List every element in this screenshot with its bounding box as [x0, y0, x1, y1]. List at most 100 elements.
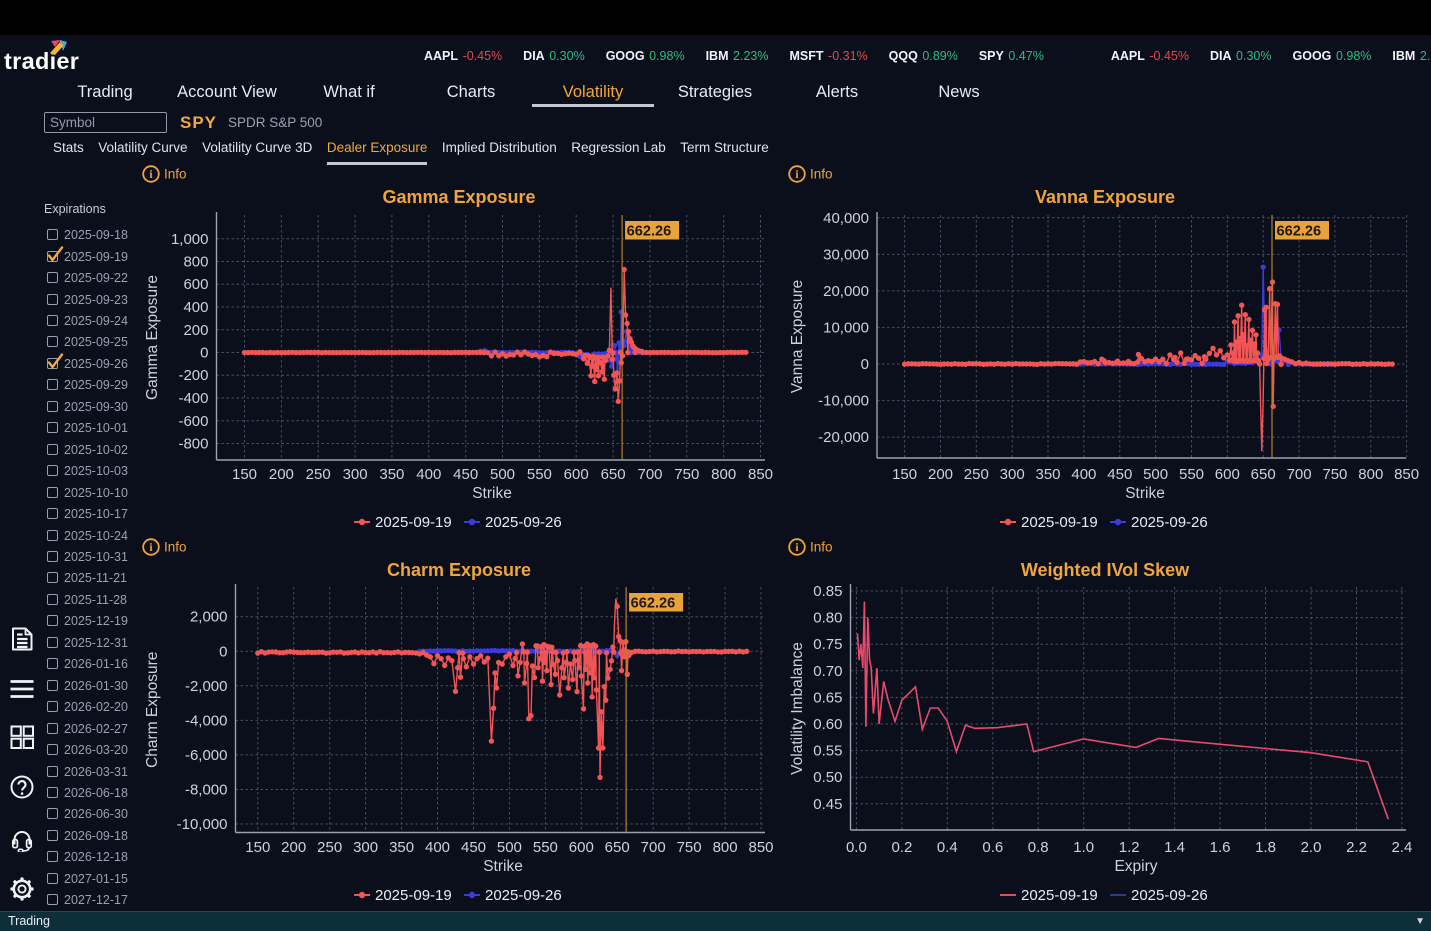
svg-text:750: 750 [1322, 466, 1347, 483]
svg-text:Strike: Strike [483, 858, 523, 875]
svg-text:-600: -600 [178, 413, 208, 430]
svg-text:0.55: 0.55 [813, 743, 842, 760]
svg-text:400: 400 [1071, 466, 1096, 483]
svg-text:0.0: 0.0 [846, 839, 867, 856]
svg-text:700: 700 [637, 466, 662, 483]
svg-text:150: 150 [245, 839, 270, 856]
svg-text:Charm Exposure: Charm Exposure [387, 560, 531, 580]
svg-text:350: 350 [379, 466, 404, 483]
svg-text:Strike: Strike [472, 485, 512, 502]
svg-text:-4,000: -4,000 [185, 712, 228, 729]
svg-text:0: 0 [861, 356, 869, 373]
svg-text:i: i [795, 169, 799, 181]
svg-text:800: 800 [711, 466, 736, 483]
svg-text:800: 800 [183, 254, 208, 271]
svg-text:2,000: 2,000 [190, 609, 228, 626]
svg-text:-400: -400 [178, 390, 208, 407]
svg-text:0: 0 [219, 643, 227, 660]
svg-text:800: 800 [1358, 466, 1383, 483]
svg-text:Expiry: Expiry [1114, 858, 1157, 875]
svg-text:1.4: 1.4 [1164, 839, 1185, 856]
svg-text:200: 200 [183, 322, 208, 339]
svg-text:0.80: 0.80 [813, 610, 842, 627]
svg-text:0.6: 0.6 [982, 839, 1003, 856]
svg-text:Weighted IVol Skew: Weighted IVol Skew [1021, 560, 1190, 580]
svg-text:-800: -800 [178, 436, 208, 453]
svg-text:0.60: 0.60 [813, 716, 842, 733]
svg-text:0.70: 0.70 [813, 663, 842, 680]
svg-text:850: 850 [748, 466, 773, 483]
svg-text:250: 250 [306, 466, 331, 483]
svg-text:2025-09-19: 2025-09-19 [375, 887, 452, 904]
svg-text:20,000: 20,000 [823, 283, 869, 300]
svg-text:450: 450 [461, 839, 486, 856]
svg-text:300: 300 [1000, 466, 1025, 483]
svg-text:850: 850 [1394, 466, 1419, 483]
svg-text:650: 650 [1251, 466, 1276, 483]
svg-text:200: 200 [928, 466, 953, 483]
svg-text:600: 600 [564, 466, 589, 483]
svg-text:0.85: 0.85 [813, 583, 842, 600]
svg-text:800: 800 [713, 839, 738, 856]
svg-text:Info: Info [164, 167, 187, 182]
svg-text:500: 500 [497, 839, 522, 856]
svg-text:662.26: 662.26 [627, 223, 672, 239]
svg-text:Volatility Imbalance: Volatility Imbalance [789, 642, 806, 775]
svg-text:Vanna Exposure: Vanna Exposure [1035, 187, 1175, 207]
svg-text:Gamma Exposure: Gamma Exposure [382, 187, 535, 207]
svg-text:-200: -200 [178, 367, 208, 384]
svg-text:250: 250 [964, 466, 989, 483]
svg-text:350: 350 [389, 839, 414, 856]
svg-text:300: 300 [343, 466, 368, 483]
svg-text:0.45: 0.45 [813, 796, 842, 813]
svg-text:450: 450 [453, 466, 478, 483]
svg-text:850: 850 [748, 839, 773, 856]
svg-text:Charm Exposure: Charm Exposure [144, 652, 161, 768]
svg-text:600: 600 [569, 839, 594, 856]
svg-text:Strike: Strike [1125, 485, 1165, 502]
svg-text:0: 0 [200, 345, 208, 362]
svg-text:2025-09-26: 2025-09-26 [485, 887, 562, 904]
svg-text:750: 750 [674, 466, 699, 483]
svg-text:Info: Info [810, 540, 833, 555]
svg-text:600: 600 [183, 276, 208, 293]
svg-text:-8,000: -8,000 [185, 782, 228, 799]
svg-text:2025-09-19: 2025-09-19 [1021, 514, 1098, 531]
svg-text:400: 400 [425, 839, 450, 856]
svg-text:0.50: 0.50 [813, 769, 842, 786]
svg-text:2.2: 2.2 [1346, 839, 1367, 856]
svg-text:i: i [795, 542, 799, 554]
svg-text:550: 550 [533, 839, 558, 856]
svg-text:200: 200 [281, 839, 306, 856]
svg-text:400: 400 [183, 299, 208, 316]
svg-text:2025-09-26: 2025-09-26 [1131, 887, 1208, 904]
svg-text:-2,000: -2,000 [185, 678, 228, 695]
svg-text:-6,000: -6,000 [185, 747, 228, 764]
svg-text:30,000: 30,000 [823, 246, 869, 263]
svg-text:0.8: 0.8 [1028, 839, 1049, 856]
svg-text:2025-09-26: 2025-09-26 [485, 514, 562, 531]
svg-text:500: 500 [490, 466, 515, 483]
svg-text:1.0: 1.0 [1073, 839, 1094, 856]
svg-text:-20,000: -20,000 [818, 429, 869, 446]
svg-text:Info: Info [810, 167, 833, 182]
svg-text:Info: Info [164, 540, 187, 555]
svg-text:150: 150 [892, 466, 917, 483]
svg-text:650: 650 [601, 466, 626, 483]
svg-text:500: 500 [1143, 466, 1168, 483]
svg-text:1.8: 1.8 [1255, 839, 1276, 856]
svg-text:Gamma Exposure: Gamma Exposure [144, 275, 161, 400]
svg-text:250: 250 [317, 839, 342, 856]
svg-text:1.2: 1.2 [1119, 839, 1140, 856]
svg-text:2.0: 2.0 [1301, 839, 1322, 856]
svg-text:2.4: 2.4 [1391, 839, 1412, 856]
svg-text:i: i [149, 542, 153, 554]
svg-text:700: 700 [641, 839, 666, 856]
svg-text:2025-09-19: 2025-09-19 [375, 514, 452, 531]
svg-text:550: 550 [527, 466, 552, 483]
svg-text:0.75: 0.75 [813, 636, 842, 653]
svg-text:200: 200 [269, 466, 294, 483]
svg-text:0.4: 0.4 [937, 839, 958, 856]
svg-text:662.26: 662.26 [1277, 223, 1322, 239]
svg-text:2025-09-26: 2025-09-26 [1131, 514, 1208, 531]
